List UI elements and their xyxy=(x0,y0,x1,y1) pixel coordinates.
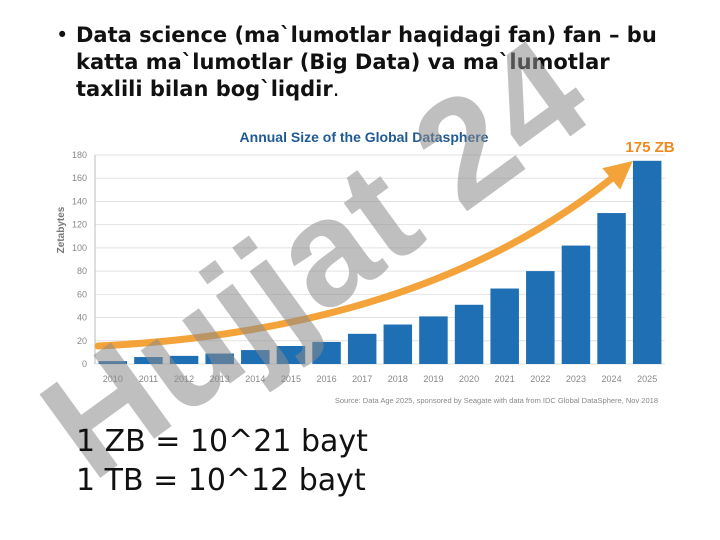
x-tick-label: 2011 xyxy=(139,374,158,384)
bar xyxy=(134,357,163,364)
plot: 0 20 40 60 80 100 120 140 160 180 2010 2011 2012 2013… xyxy=(72,150,665,384)
y-tick-label: 120 xyxy=(72,220,87,230)
formula: 1 TB = 10^12 bayt xyxy=(76,463,366,498)
annotation: 175 ZB xyxy=(625,139,674,156)
x-tick-label: 2022 xyxy=(530,374,550,384)
bar xyxy=(597,213,626,364)
bar xyxy=(169,355,199,364)
y-tick-label: 100 xyxy=(72,243,87,253)
bullet-bold: Data science (ma`lumotlar haqidagi fan) … xyxy=(76,23,657,101)
y-tick-label: 20 xyxy=(77,336,87,346)
x-tick-label: 2015 xyxy=(281,374,301,384)
x-tick-label: 2014 xyxy=(245,374,265,384)
bar xyxy=(526,271,555,364)
bullet-rest: . xyxy=(332,77,340,101)
y-tick-label: 40 xyxy=(77,313,87,323)
bullet-dot: • xyxy=(56,23,69,47)
x-tick-label: 2023 xyxy=(566,374,586,384)
y-axis-label: Zetabytes xyxy=(56,206,67,253)
chart-title: Annual Size of the Global Datasphere xyxy=(240,129,489,145)
bar xyxy=(98,361,128,364)
y-tick-label: 180 xyxy=(72,150,87,160)
bar xyxy=(632,160,662,364)
trend-arrow xyxy=(94,161,633,350)
x-tick-label: 2024 xyxy=(602,374,622,384)
bullet-text: Data science (ma`lumotlar haqidagi fan) … xyxy=(76,22,676,103)
bar xyxy=(561,245,591,364)
y-tick-label: 160 xyxy=(72,173,87,183)
formulas: 1 ZB = 10^21 bayt 1 TB = 10^12 bayt xyxy=(76,422,368,500)
source: Source: Data Age 2025, sponsored by Seag… xyxy=(335,396,658,405)
x-tick-label: 2018 xyxy=(388,374,408,384)
y-tick-label: 0 xyxy=(82,359,87,369)
bar xyxy=(383,324,413,364)
bar xyxy=(454,304,484,364)
x-tick-label: 2012 xyxy=(174,374,194,384)
bar xyxy=(347,333,377,364)
x-tick-label: 2010 xyxy=(103,374,123,384)
x-tick-label: 2019 xyxy=(423,374,443,384)
x-tick-label: 2021 xyxy=(495,374,515,384)
x-tick-label: 2013 xyxy=(210,374,230,384)
bar xyxy=(205,353,234,364)
y-tick-label: 140 xyxy=(72,196,87,206)
x-tick-label: 2020 xyxy=(459,374,479,384)
bar xyxy=(276,346,306,364)
x-tick-label: 2025 xyxy=(637,374,657,384)
bar xyxy=(241,350,270,364)
bar xyxy=(312,341,341,364)
y-tick-label: 60 xyxy=(77,289,87,299)
bullet: • Data science (ma`lumotlar haqidagi fan… xyxy=(56,22,676,103)
y-tick-label: 80 xyxy=(77,266,87,276)
bar xyxy=(419,316,448,364)
bar xyxy=(490,288,519,364)
x-tick-label: 2016 xyxy=(317,374,337,384)
x-tick-label: 2017 xyxy=(352,374,372,384)
formula: 1 ZB = 10^21 bayt xyxy=(76,424,368,459)
